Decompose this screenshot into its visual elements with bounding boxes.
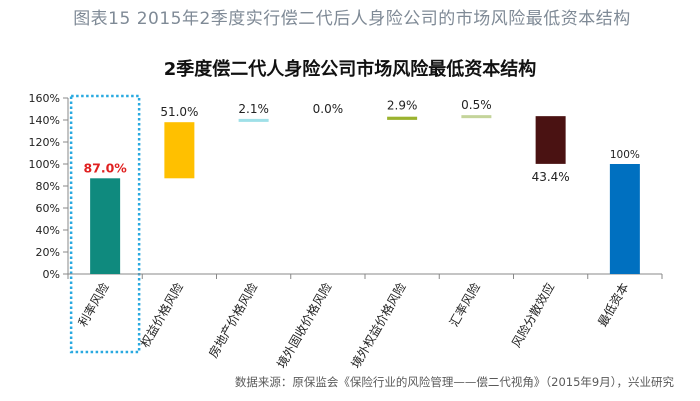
- data-label: 2.9%: [387, 99, 418, 113]
- bar-2: [164, 122, 195, 179]
- y-tick-label: 0%: [43, 268, 60, 281]
- x-tick-label: 最低资本: [595, 281, 631, 330]
- y-tick-label: 120%: [29, 136, 60, 149]
- data-label: 87.0%: [83, 160, 127, 175]
- data-label: 2.1%: [238, 102, 269, 116]
- data-label: 51.0%: [160, 105, 198, 119]
- y-tick-label: 40%: [36, 224, 60, 237]
- bar-8: [609, 164, 640, 274]
- x-tick-label: 权益价格风险: [137, 280, 186, 350]
- chart-title: 2季度偿二代人身险公司市场风险最低资本结构: [163, 59, 537, 80]
- bar-7: [535, 116, 566, 164]
- y-tick-label: 60%: [36, 202, 60, 215]
- x-tick-label: 房地产价格风险: [205, 280, 260, 360]
- bar-1: [90, 178, 121, 274]
- data-label: 0.0%: [313, 102, 344, 116]
- data-label: 43.4%: [532, 170, 570, 184]
- source-note: 数据来源：原保监会《保险行业的风险管理——偿二代视角》（2015年9月），兴业研…: [234, 375, 674, 389]
- x-tick-label: 境外权益价格风险: [348, 280, 409, 371]
- x-tick-label: 风险分散效应: [508, 280, 557, 350]
- x-tick-label: 境外固收价格风险: [273, 280, 334, 371]
- y-tick-label: 140%: [29, 114, 60, 127]
- bar-5: [387, 116, 418, 120]
- x-tick-label: 汇率风险: [446, 280, 483, 329]
- highlight-box: [69, 94, 141, 354]
- y-tick-label: 100%: [29, 158, 60, 171]
- figure-caption: 图表15 2015年2季度实行偿二代后人身险公司的市场风险最低资本结构: [73, 9, 631, 29]
- bar-3: [238, 118, 269, 122]
- data-label: 100%: [610, 149, 640, 161]
- bar-6: [461, 115, 492, 119]
- data-label: 0.5%: [461, 98, 492, 112]
- y-tick-label: 80%: [36, 180, 60, 193]
- x-tick-label: 利率风险: [75, 280, 112, 329]
- y-tick-label: 20%: [36, 246, 60, 259]
- y-tick-label: 160%: [29, 92, 60, 105]
